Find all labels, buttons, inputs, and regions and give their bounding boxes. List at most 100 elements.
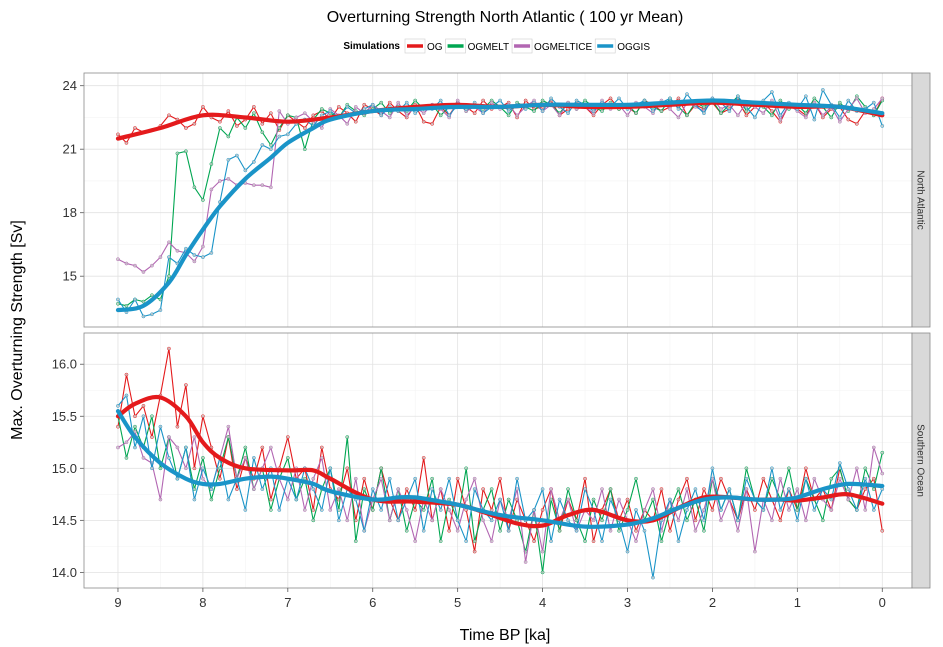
point-ogmelt (540, 570, 545, 575)
point-ogmeltice (837, 476, 842, 481)
point-og (251, 105, 256, 109)
point-ogmeltice (803, 518, 808, 523)
point-oggis (116, 404, 120, 408)
point-ogmelt (167, 274, 171, 279)
point-og (133, 126, 137, 130)
point-ogmelt (209, 497, 214, 502)
point-ogmelt (863, 466, 868, 471)
point-ogmelt (778, 98, 783, 103)
point-og (192, 466, 197, 471)
point-ogmeltice (328, 508, 333, 512)
point-oggis (124, 393, 129, 398)
point-ogmeltice (880, 96, 885, 101)
point-oggis (379, 113, 384, 118)
point-og (685, 476, 689, 481)
point-og (201, 414, 205, 419)
point-ogmeltice (871, 445, 876, 450)
point-og (472, 549, 477, 554)
point-og (319, 445, 324, 450)
plot-area (115, 346, 885, 580)
point-og (455, 476, 460, 481)
point-og (719, 476, 723, 481)
point-oggis (370, 102, 375, 107)
point-oggis (413, 476, 418, 481)
point-og (693, 518, 698, 523)
point-oggis (812, 508, 817, 512)
point-ogmeltice (192, 435, 197, 439)
point-ogmeltice (285, 497, 290, 502)
point-oggis (702, 111, 706, 116)
point-og (523, 98, 528, 103)
point-oggis (133, 297, 137, 302)
point-ogmelt (150, 414, 154, 419)
point-og (311, 113, 316, 118)
point-ogmelt (277, 126, 282, 130)
point-og (625, 497, 630, 502)
point-ogmelt (770, 476, 774, 481)
point-ogmeltice (447, 508, 452, 512)
point-ogmelt (209, 162, 214, 166)
point-ogmelt (685, 113, 689, 118)
point-oggis (498, 497, 502, 502)
point-og (175, 424, 180, 429)
point-ogmelt (345, 435, 350, 439)
x-tick-label: 2 (709, 595, 716, 610)
point-oggis (158, 308, 163, 312)
point-ogmeltice (837, 119, 842, 124)
point-og (133, 414, 137, 419)
point-ogmelt (438, 113, 443, 118)
point-ogmelt (744, 109, 749, 113)
point-ogmeltice (770, 518, 774, 523)
point-oggis (600, 539, 604, 544)
point-og (201, 105, 205, 109)
point-ogmelt (770, 113, 774, 118)
point-ogmeltice (209, 187, 214, 192)
point-og (863, 487, 868, 491)
point-ogmelt (829, 476, 834, 481)
point-ogmeltice (413, 539, 418, 544)
point-oggis (761, 508, 766, 512)
point-oggis (642, 528, 647, 533)
point-ogmeltice (668, 107, 672, 111)
point-ogmelt (175, 151, 180, 156)
point-ogmeltice (404, 113, 409, 118)
point-og (676, 96, 681, 101)
point-ogmelt (201, 198, 205, 202)
point-ogmelt (133, 424, 137, 429)
point-ogmelt (421, 508, 426, 512)
point-ogmeltice (489, 539, 494, 544)
point-oggis (617, 96, 621, 101)
point-oggis (863, 476, 868, 481)
y-tick-label: 15.0 (52, 461, 77, 476)
point-oggis (243, 168, 248, 173)
point-oggis (141, 414, 146, 419)
point-ogmeltice (761, 111, 766, 116)
point-oggis (260, 143, 265, 147)
point-ogmelt (404, 528, 409, 533)
point-og (430, 121, 435, 126)
point-og (184, 383, 188, 387)
point-ogmeltice (854, 96, 859, 101)
point-oggis (192, 497, 197, 502)
smooth-curve-oggis (115, 98, 885, 313)
point-oggis (472, 487, 477, 491)
point-og (268, 111, 273, 116)
point-ogmelt (702, 105, 706, 109)
legend-label-ogmeltice: OGMELTICE (534, 42, 592, 53)
point-og (387, 100, 392, 105)
point-ogmelt (659, 109, 664, 113)
point-og (116, 424, 120, 429)
point-og (124, 372, 129, 377)
point-oggis (251, 160, 256, 164)
point-oggis (379, 508, 384, 512)
point-ogmeltice (634, 539, 638, 544)
point-ogmeltice (141, 456, 146, 460)
point-ogmeltice (438, 487, 443, 491)
point-ogmelt (651, 497, 655, 502)
point-ogmeltice (455, 98, 460, 103)
point-ogmelt (600, 518, 604, 523)
point-ogmelt (702, 528, 706, 533)
point-oggis (803, 94, 808, 99)
point-oggis (574, 528, 579, 533)
point-ogmelt (268, 143, 273, 147)
